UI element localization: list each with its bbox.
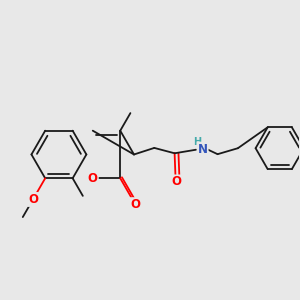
Text: H: H	[193, 137, 201, 147]
Text: N: N	[198, 142, 208, 156]
Text: O: O	[88, 172, 98, 185]
Text: O: O	[171, 176, 182, 188]
Text: O: O	[28, 193, 38, 206]
Text: O: O	[130, 198, 140, 211]
